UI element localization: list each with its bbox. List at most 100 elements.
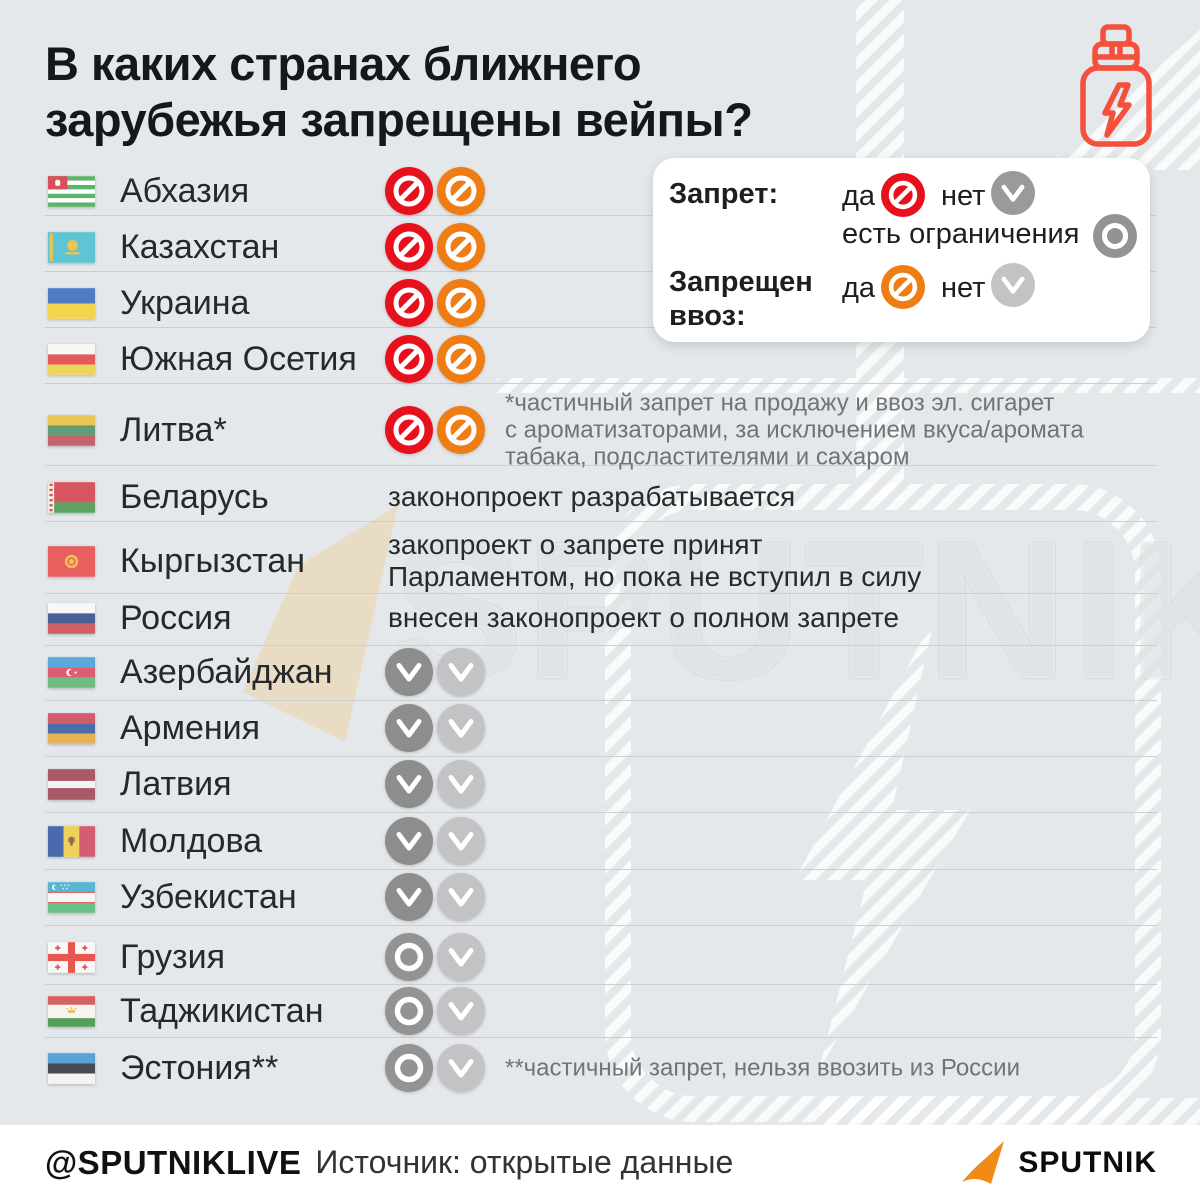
sputnik-logo: SPUTNIK xyxy=(958,1138,1157,1188)
sputnik-text-watermark: SPUTNIK xyxy=(392,501,1200,720)
import-no-icon xyxy=(437,648,485,696)
import-ban-yes-icon xyxy=(437,223,485,271)
ban-no-icon xyxy=(385,704,433,752)
flag-estonia-icon xyxy=(48,1052,95,1084)
country-row-russia: Россия внесен законопроект о полном запр… xyxy=(45,594,1157,642)
import-no-icon xyxy=(437,817,485,865)
row-divider xyxy=(45,925,1157,926)
flag-south-ossetia-icon xyxy=(48,343,95,375)
country-row-moldova: Молдова xyxy=(45,817,1157,865)
country-row-tajikistan: Таджикистан xyxy=(45,987,1157,1035)
country-name: Литва* xyxy=(120,410,227,449)
social-handle: @SPUTNIKLIVE xyxy=(45,1143,302,1181)
title-line-2: зарубежья запрещены вейпы? xyxy=(45,93,753,146)
country-row-latvia: Латвия xyxy=(45,760,1157,808)
country-name: Беларусь xyxy=(120,477,269,516)
country-name: Узбекистан xyxy=(120,877,297,916)
ban-yes-icon xyxy=(385,167,433,215)
row-divider xyxy=(45,593,1157,594)
country-name: Армения xyxy=(120,708,261,747)
flag-abkhazia-icon xyxy=(48,175,95,207)
flag-tajikistan-icon xyxy=(48,995,95,1027)
legend-ban-yes-label: да xyxy=(842,180,876,212)
legend-box: Запрет: да нет есть ограничения Запрещен… xyxy=(653,158,1150,342)
vape-device-icon xyxy=(1076,24,1156,153)
country-name: Латвия xyxy=(120,764,232,803)
country-row-ukraine: Украина xyxy=(45,279,1157,327)
restrictions-icon xyxy=(1093,214,1137,258)
flag-latvia-icon xyxy=(48,768,95,800)
country-row-belarus: Беларусь законопроект разрабатывается xyxy=(45,473,1157,521)
ban-yes-icon xyxy=(385,335,433,383)
country-row-kazakhstan: Казахстан xyxy=(45,223,1157,271)
country-name: Азербайджан xyxy=(120,652,333,691)
flag-uzbekistan-icon xyxy=(48,881,95,913)
legend-import-no-label: нет xyxy=(941,272,986,304)
country-row-lithuania: Литва* *частичный запрет на продажу и вв… xyxy=(45,390,1157,471)
ban-no-icon xyxy=(385,817,433,865)
row-divider xyxy=(45,521,1157,522)
legend-import-label-line2: ввоз: xyxy=(669,300,746,332)
sputnik-arrow-icon xyxy=(962,1140,1005,1184)
row-divider xyxy=(45,271,1157,272)
row-divider xyxy=(45,327,1157,328)
country-row-estonia: Эстония** **частичный запрет, нельзя вво… xyxy=(45,1044,1157,1092)
flag-georgia-icon xyxy=(48,941,95,973)
ban-no-icon xyxy=(991,171,1035,215)
row-divider xyxy=(45,984,1157,985)
row-divider xyxy=(45,465,1157,466)
legend-ban-no-label: нет xyxy=(941,180,986,212)
title-line-1: В каких странах ближнего xyxy=(45,37,642,90)
import-no-icon xyxy=(437,760,485,808)
import-no-icon xyxy=(437,704,485,752)
restrictions-icon xyxy=(385,1044,433,1092)
import-no-icon xyxy=(437,873,485,921)
flag-moldova-icon xyxy=(48,825,95,857)
country-row-georgia: Грузия xyxy=(45,933,1157,981)
country-name: Кыргызстан xyxy=(120,541,306,580)
import-ban-yes-icon xyxy=(437,335,485,383)
legend-import-label-line1: Запрещен xyxy=(669,266,813,298)
country-row-uzbekistan: Узбекистан xyxy=(45,873,1157,921)
import-ban-yes-icon xyxy=(437,406,485,454)
ban-yes-icon xyxy=(385,406,433,454)
flag-armenia-icon xyxy=(48,712,95,744)
ban-no-icon xyxy=(385,873,433,921)
status-text: внесен законопроект о полном запрете xyxy=(388,602,900,633)
flag-ukraine-icon xyxy=(48,287,95,319)
country-name: Россия xyxy=(120,598,232,637)
status-text: законопроект разрабатывается xyxy=(388,481,796,512)
import-ban-yes-icon xyxy=(437,279,485,327)
import-no-icon xyxy=(991,263,1035,307)
country-name: Таджикистан xyxy=(120,991,324,1030)
flag-belarus-icon xyxy=(48,481,95,513)
country-row-south-ossetia: Южная Осетия xyxy=(45,335,1157,383)
restrictions-icon xyxy=(385,933,433,981)
row-divider xyxy=(45,645,1157,646)
flag-kyrgyzstan-icon xyxy=(48,545,95,577)
page-title: В каких странах ближнего зарубежья запре… xyxy=(45,36,753,148)
import-no-icon xyxy=(437,1044,485,1092)
footnote-estonia: **частичный запрет, нельзя ввозить из Ро… xyxy=(505,1054,1020,1082)
country-name: Абхазия xyxy=(120,171,250,210)
import-no-icon xyxy=(437,933,485,981)
country-name: Украина xyxy=(120,283,250,322)
row-divider xyxy=(45,1037,1157,1038)
row-divider xyxy=(45,215,1157,216)
country-row-armenia: Армения xyxy=(45,704,1157,752)
beige-arrow-watermark xyxy=(243,505,398,742)
status-text: закопроект о запрете принят Парламентом,… xyxy=(388,529,922,592)
flag-russia-icon xyxy=(48,602,95,634)
lightning-bolt-watermark xyxy=(795,615,970,1070)
flag-kazakhstan-icon xyxy=(48,231,95,263)
import-ban-yes-icon xyxy=(881,265,925,309)
legend-ban-label: Запрет: xyxy=(669,178,779,210)
ban-no-icon xyxy=(385,648,433,696)
country-name: Эстония** xyxy=(120,1048,279,1087)
source-text: Источник: открытые данные xyxy=(315,1144,734,1180)
import-ban-yes-icon xyxy=(437,167,485,215)
legend-restrictions-label: есть ограничения xyxy=(842,218,1080,250)
country-name: Грузия xyxy=(120,937,226,976)
ban-yes-icon xyxy=(385,279,433,327)
